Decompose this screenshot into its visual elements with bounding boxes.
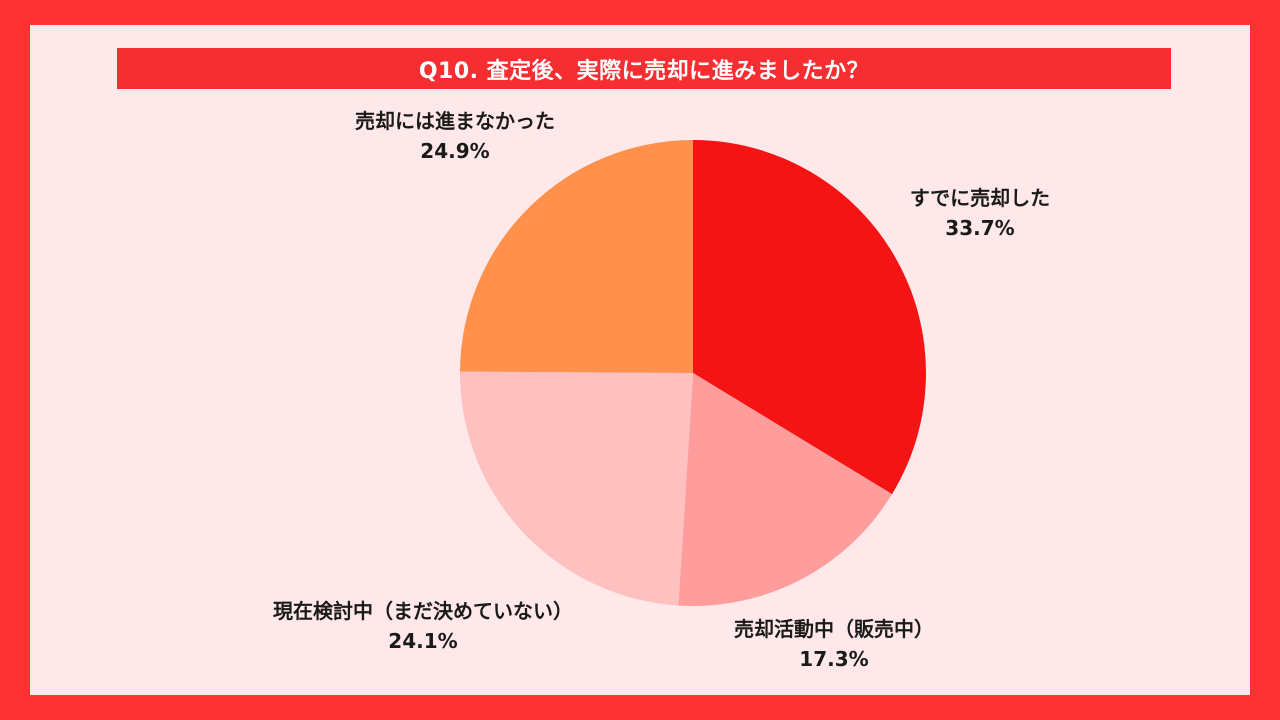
pie-slice-not-sold (460, 139, 693, 373)
pie-slice-considering (460, 371, 693, 606)
slice-label-not-sold: 売却には進まなかった 24.9% (305, 106, 605, 166)
slice-label-considering-name: 現在検討中（まだ決めていない） (273, 599, 573, 623)
slice-label-sold: すでに売却した 33.7% (880, 183, 1080, 243)
slice-label-selling: 売却活動中（販売中） 17.3% (694, 614, 974, 674)
slice-label-not-sold-name: 売却には進まなかった (355, 109, 555, 133)
pie-slice-sold (693, 140, 927, 495)
slice-label-not-sold-value: 24.9% (420, 139, 490, 163)
slice-label-considering-value: 24.1% (388, 629, 458, 653)
slice-label-selling-name: 売却活動中（販売中） (734, 617, 934, 641)
slice-label-selling-value: 17.3% (799, 647, 869, 671)
pie-slice-selling (678, 373, 893, 606)
slice-label-sold-value: 33.7% (945, 216, 1015, 240)
chart-title: Q10. 査定後、実際に売却に進みましたか？ (117, 48, 1171, 89)
slice-label-sold-name: すでに売却した (909, 186, 1051, 210)
slice-label-considering: 現在検討中（まだ決めていない） 24.1% (233, 596, 613, 656)
